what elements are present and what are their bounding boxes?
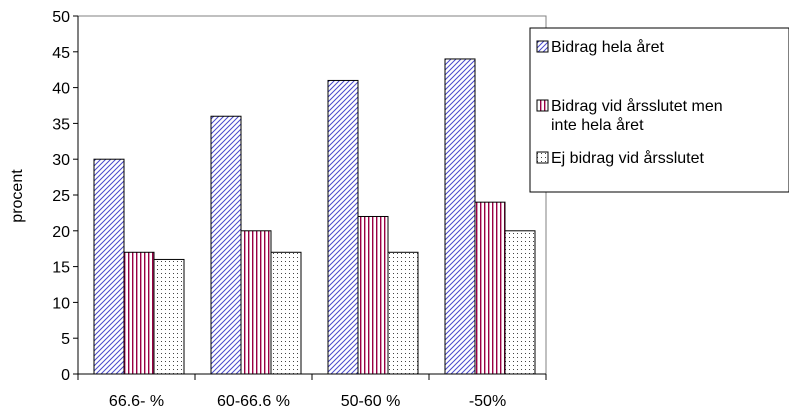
legend-label: Ej bidrag vid årsslutet [551, 149, 705, 167]
bar [270, 251, 302, 375]
y-axis-title: procent [9, 169, 26, 223]
x-tick-label: 60-66.6 % [217, 393, 290, 410]
legend-swatch [536, 99, 549, 112]
y-tick-label: 50 [52, 9, 70, 26]
y-tick-label: 15 [52, 260, 70, 277]
y-tick-label: 30 [52, 152, 70, 169]
legend-box [529, 27, 789, 193]
bars [93, 58, 536, 375]
y-tick-label: 0 [61, 367, 70, 384]
bar [357, 215, 389, 375]
x-tick-label: -50% [469, 393, 506, 410]
x-tick-label: 50-60 % [341, 393, 401, 410]
y-tick-label: 45 [52, 45, 70, 62]
bar [504, 230, 536, 375]
y-tick-label: 40 [52, 81, 70, 98]
legend-swatch [536, 40, 549, 53]
bar [444, 58, 476, 375]
x-tick-label: 66.6- % [109, 393, 164, 410]
bar [327, 79, 359, 375]
bar [123, 251, 155, 375]
y-tick-label: 5 [61, 331, 70, 348]
legend-label: Bidrag hela året [551, 38, 665, 56]
bar [210, 115, 242, 375]
y-tick-label: 25 [52, 188, 70, 205]
bar [240, 230, 272, 375]
bar [153, 258, 185, 375]
y-tick-label: 20 [52, 224, 70, 241]
x-axis-ticks: 66.6- % 60-66.6 % 50-60 % -50% [77, 373, 547, 410]
bar [474, 201, 506, 375]
legend-label: Bidrag vid årsslutet men inte hela året [551, 97, 723, 134]
bar [93, 158, 125, 375]
y-tick-label: 10 [52, 295, 70, 312]
bar [387, 251, 419, 375]
legend: Bidrag hela året Bidrag vid årsslutet men… [536, 38, 723, 167]
y-axis-ticks: 0 5 10 15 20 25 30 35 40 45 50 [52, 9, 79, 384]
legend-swatch [536, 151, 549, 164]
y-tick-label: 35 [52, 116, 70, 133]
